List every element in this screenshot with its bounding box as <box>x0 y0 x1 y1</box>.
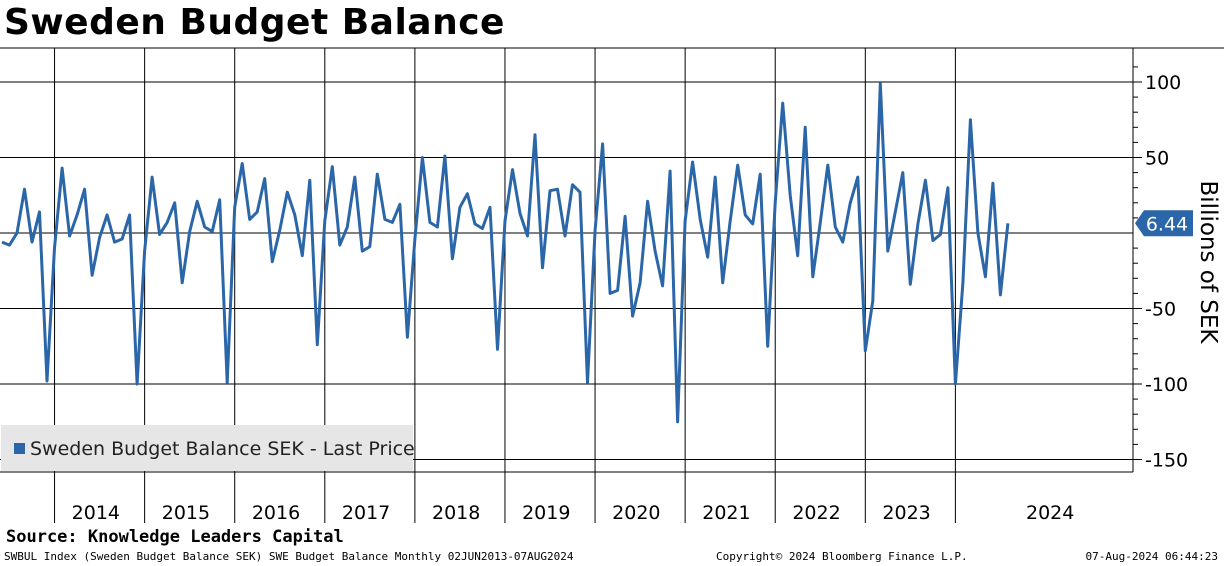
y-tick-label: -100 <box>1145 374 1188 396</box>
x-tick-label: 2014 <box>72 502 120 524</box>
x-tick-label: 2015 <box>162 502 210 524</box>
chart-title: Sweden Budget Balance <box>4 2 505 43</box>
x-tick-label: 2021 <box>702 502 750 524</box>
y-tick-label: 100 <box>1145 72 1181 94</box>
x-tick-label: 2023 <box>882 502 930 524</box>
legend: Sweden Budget Balance SEK - Last Price <box>1 425 415 471</box>
x-tick-label: 2019 <box>522 502 570 524</box>
legend-swatch <box>14 443 25 454</box>
source-note: Source: Knowledge Leaders Capital <box>6 527 344 547</box>
x-tick-label: 2018 <box>432 502 480 524</box>
y-axis-title: Billions of SEK <box>1195 181 1221 345</box>
y-tick-label: 50 <box>1145 148 1169 170</box>
x-tick-label: 2017 <box>342 502 390 524</box>
axes: 100 50 -50 -100 -150 Billions of SEK 2014 2015 2… <box>0 48 1221 524</box>
series-layer <box>1 82 1010 424</box>
series-line <box>1 82 1010 424</box>
footer-timestamp: 07-Aug-2024 06:44:23 <box>1085 550 1218 563</box>
x-tick-label: 2016 <box>252 502 300 524</box>
x-tick-label: 2022 <box>792 502 840 524</box>
x-tick-label: 2024 <box>1026 502 1074 524</box>
legend-label: Sweden Budget Balance SEK - Last Price <box>30 438 415 460</box>
footer-copyright: Copyright© 2024 Bloomberg Finance L.P. <box>716 550 968 563</box>
y-tick-label: -50 <box>1145 299 1176 321</box>
y-tick-label: -150 <box>1145 450 1188 472</box>
x-tick-label: 2020 <box>612 502 660 524</box>
footer-security-info: SWBUL Index (Sweden Budget Balance SEK) … <box>4 550 574 563</box>
last-price-tag <box>1135 210 1193 237</box>
last-price-tag-layer: 6.44 <box>1135 210 1193 237</box>
last-price-label: 6.44 <box>1146 213 1188 235</box>
